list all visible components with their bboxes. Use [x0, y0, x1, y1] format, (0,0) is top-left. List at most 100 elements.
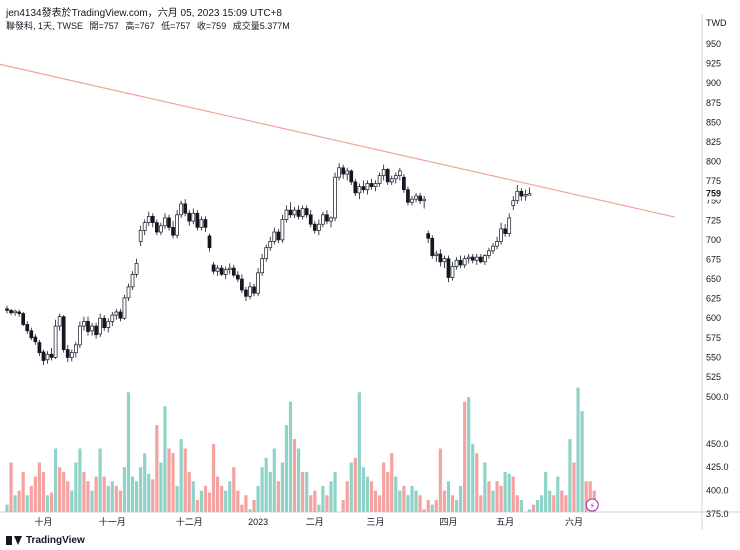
volume-bar [309, 495, 313, 512]
candle-up [393, 175, 398, 180]
volume-bar [135, 481, 139, 512]
candle-up [138, 230, 143, 242]
candle-down [118, 311, 123, 319]
candle-up [422, 198, 426, 202]
candle-up [410, 198, 414, 203]
volume-bar [54, 448, 58, 512]
candle-up [333, 176, 337, 219]
candle-up [450, 266, 455, 278]
volume-bar [9, 462, 13, 512]
volume-bar [90, 490, 94, 512]
candle-up [122, 297, 127, 319]
volume-bar [313, 490, 317, 512]
volume-tick-label: 425.0 [706, 462, 729, 472]
time-tick-label: 六月 [565, 516, 583, 527]
candle-down [195, 212, 200, 228]
candle-up [381, 169, 386, 176]
volume-bar [301, 471, 305, 512]
volume-bar [159, 462, 163, 512]
last-price-box [703, 186, 737, 200]
volume-bar [240, 504, 244, 512]
candle-up [515, 190, 520, 202]
candle-up [523, 194, 528, 197]
volume-bar [292, 439, 297, 512]
candle-up [373, 183, 378, 187]
candle-up [146, 216, 151, 223]
volume-bar [126, 392, 131, 512]
volume-bar [430, 504, 434, 512]
volume-bar [244, 495, 248, 512]
volume-bar [382, 462, 386, 512]
candle-down [171, 226, 175, 236]
volume-bar [394, 476, 398, 512]
candle-down [341, 167, 345, 175]
volume-bar [588, 481, 592, 512]
candle-down [203, 219, 208, 228]
candle-up [377, 175, 382, 184]
volume-bar [515, 495, 519, 512]
volume-bar [463, 401, 467, 512]
volume-bar [426, 499, 430, 512]
volume-bar [353, 457, 357, 512]
candle-down [61, 316, 66, 350]
volume-bar [256, 485, 260, 512]
candle-up [264, 247, 269, 260]
volume-tick-label: 450.0 [706, 439, 729, 449]
volume-bar [25, 495, 29, 512]
price-tick-label: 525 [706, 372, 721, 382]
symbol-name[interactable]: 聯發科, 1天, TWSE [6, 21, 84, 31]
volume-bar [357, 392, 361, 512]
volume-bar [540, 495, 544, 512]
last-price-label: 759 [706, 189, 721, 199]
volume-bar [454, 499, 459, 512]
trendline [0, 63, 676, 218]
low-value: 低=757 [161, 21, 191, 31]
candle-down [402, 176, 406, 191]
candle-up [45, 353, 50, 361]
price-tick-label: 725 [706, 215, 721, 225]
volume-bar [446, 481, 451, 512]
price-tick-label: 625 [706, 294, 721, 304]
candle-up [329, 217, 333, 222]
candle-down [49, 353, 54, 358]
volume-bar [252, 499, 256, 512]
candle-up [110, 314, 115, 322]
candle-down [288, 209, 293, 216]
price-tick-label: 850 [706, 117, 721, 127]
volume-bar [584, 481, 588, 512]
candle-up [495, 241, 499, 247]
candle-up [292, 209, 297, 216]
candle-up [483, 255, 487, 263]
volume-bar [62, 471, 66, 512]
volume-bar [122, 467, 127, 512]
candle-up [53, 325, 58, 358]
volume-bar [442, 490, 446, 512]
candle-up [507, 217, 512, 234]
candle-up [199, 219, 204, 228]
volume-bar [21, 471, 25, 512]
tradingview-logo-icon [6, 536, 22, 545]
volume-bar [106, 485, 110, 512]
candle-up [142, 222, 147, 231]
candle-down [25, 324, 30, 332]
volume-bar [82, 471, 86, 512]
volume-bar [580, 411, 584, 512]
candle-up [398, 170, 402, 176]
candle-up [223, 269, 228, 275]
volume-bar [572, 462, 576, 512]
volume-bar [422, 509, 426, 512]
volume-bar [70, 490, 74, 512]
candle-down [438, 253, 443, 263]
volume-bar [552, 495, 556, 512]
candle-down [17, 311, 21, 314]
volume-bar [98, 448, 102, 512]
candle-up [98, 317, 103, 335]
volume-bar [49, 492, 54, 512]
volume-bar [438, 448, 442, 512]
volume-bar [41, 471, 46, 512]
volume-bar [74, 462, 78, 512]
candle-down [9, 310, 13, 314]
volume-bar [248, 509, 252, 512]
brand-name[interactable]: TradingView [26, 535, 85, 546]
